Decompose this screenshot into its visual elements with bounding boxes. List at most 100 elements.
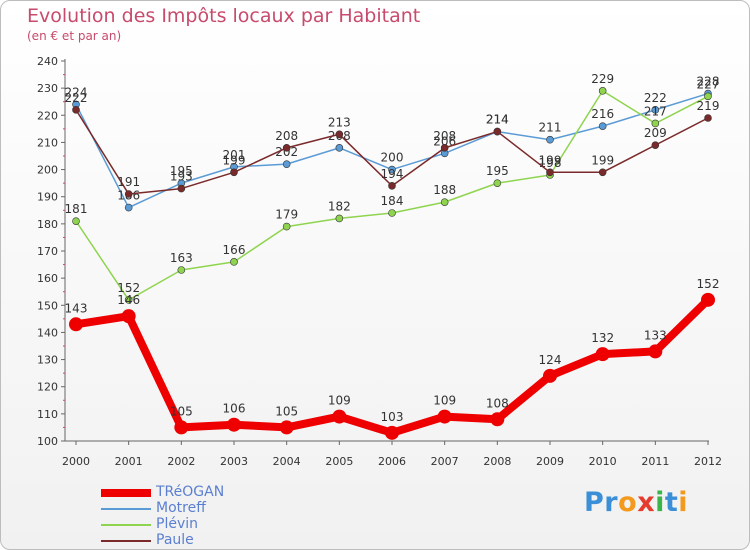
data-label-paule: 193 <box>170 170 193 184</box>
data-point-motreff <box>335 144 344 152</box>
data-label-tr-ogan: 105 <box>275 404 298 418</box>
x-tick-label: 2008 <box>483 455 511 468</box>
data-point-motreff <box>282 160 291 168</box>
data-point-paule <box>72 106 80 114</box>
y-tick-label: 140 <box>37 326 58 339</box>
data-point-pl-vin <box>282 222 291 231</box>
data-point-pl-vin <box>335 214 344 223</box>
legend-swatch <box>101 540 151 542</box>
data-label-tr-ogan: 143 <box>65 301 88 315</box>
data-label-pl-vin: 227 <box>697 77 720 91</box>
data-label-pl-vin: 179 <box>275 208 298 222</box>
data-label-tr-ogan: 106 <box>223 402 246 416</box>
data-point-paule <box>388 182 396 190</box>
x-tick-label: 2011 <box>641 455 669 468</box>
data-point-motreff <box>546 135 554 144</box>
data-point-paule <box>230 168 238 177</box>
x-tick-label: 2000 <box>62 455 90 468</box>
data-label-motreff: 201 <box>223 148 246 162</box>
data-point-pl-vin <box>598 87 607 95</box>
data-label-tr-ogan: 124 <box>539 353 562 367</box>
y-tick-label: 240 <box>37 55 58 68</box>
data-point-tr-ogan <box>227 417 241 432</box>
data-point-tr-ogan <box>174 420 189 435</box>
data-point-paule <box>493 127 502 136</box>
data-label-paule: 194 <box>381 167 404 181</box>
legend-label: TRéOGAN <box>156 484 225 500</box>
data-point-paule <box>177 184 186 193</box>
data-point-paule <box>704 114 712 122</box>
y-tick-label: 110 <box>37 408 58 421</box>
data-label-pl-vin: 163 <box>170 251 193 265</box>
data-label-pl-vin: 195 <box>486 164 509 178</box>
data-point-paule <box>598 168 607 177</box>
data-label-paule: 219 <box>697 99 720 113</box>
data-label-pl-vin: 229 <box>591 72 614 86</box>
x-tick-label: 2002 <box>167 455 195 468</box>
data-point-pl-vin <box>704 92 712 101</box>
data-label-tr-ogan: 133 <box>644 328 667 342</box>
data-label-paule: 199 <box>223 153 246 167</box>
data-point-tr-ogan <box>595 347 610 362</box>
data-label-paule: 208 <box>275 129 298 143</box>
data-point-paule <box>282 144 291 152</box>
data-label-motreff: 202 <box>275 145 298 159</box>
legend-label: Plévin <box>156 516 198 532</box>
legend-swatch <box>101 524 151 526</box>
data-point-pl-vin <box>177 266 186 274</box>
data-label-tr-ogan: 109 <box>433 394 456 408</box>
data-label-motreff: 224 <box>65 85 88 99</box>
data-label-paule: 213 <box>328 115 351 129</box>
x-tick-label: 2007 <box>431 455 459 468</box>
data-point-motreff <box>124 203 133 212</box>
logo-letter: i <box>655 487 665 518</box>
data-point-paule <box>651 141 660 149</box>
x-tick-label: 2004 <box>273 455 301 468</box>
y-tick-label: 130 <box>37 354 58 367</box>
data-label-paule: 199 <box>591 153 614 167</box>
data-point-pl-vin <box>124 296 133 304</box>
data-point-tr-ogan <box>385 425 399 440</box>
data-label-tr-ogan: 152 <box>697 277 720 291</box>
data-label-paule: 191 <box>117 175 140 189</box>
x-tick-label: 2012 <box>694 455 722 468</box>
data-point-pl-vin <box>493 179 502 187</box>
data-label-pl-vin: 166 <box>223 243 246 257</box>
data-label-pl-vin: 188 <box>433 183 456 197</box>
data-point-pl-vin <box>440 198 449 206</box>
logo-letter: r <box>604 487 619 518</box>
data-point-pl-vin <box>230 258 238 266</box>
y-tick-label: 150 <box>37 299 58 312</box>
data-label-motreff: 206 <box>433 134 456 148</box>
data-point-tr-ogan <box>490 412 505 427</box>
data-point-motreff <box>388 165 396 174</box>
data-label-tr-ogan: 103 <box>381 410 404 424</box>
data-label-motreff: 222 <box>644 91 667 105</box>
data-point-pl-vin <box>388 209 396 217</box>
data-point-paule <box>546 168 554 177</box>
data-label-pl-vin: 182 <box>328 199 351 213</box>
data-point-pl-vin <box>72 217 80 225</box>
data-label-pl-vin: 152 <box>117 281 140 295</box>
data-label-pl-vin: 184 <box>381 194 404 208</box>
data-label-pl-vin: 217 <box>644 104 667 118</box>
data-point-paule <box>335 130 344 139</box>
data-label-tr-ogan: 105 <box>170 404 193 418</box>
logo-letter: x <box>637 487 656 518</box>
data-label-paule: 209 <box>644 126 667 140</box>
data-point-tr-ogan <box>648 344 663 359</box>
data-point-motreff <box>651 106 660 114</box>
data-point-tr-ogan <box>279 420 294 435</box>
data-label-motreff: 195 <box>170 164 193 178</box>
y-tick-label: 120 <box>37 381 58 394</box>
y-tick-label: 210 <box>37 136 58 149</box>
x-tick-label: 2009 <box>536 455 564 468</box>
y-tick-label: 160 <box>37 272 58 285</box>
data-label-motreff: 228 <box>697 75 720 89</box>
data-point-paule <box>440 144 449 152</box>
x-tick-label: 2001 <box>115 455 143 468</box>
proxiti-logo: Proxiti <box>584 487 688 518</box>
legend-label: Paule <box>156 532 194 548</box>
legend-swatch <box>101 489 151 497</box>
